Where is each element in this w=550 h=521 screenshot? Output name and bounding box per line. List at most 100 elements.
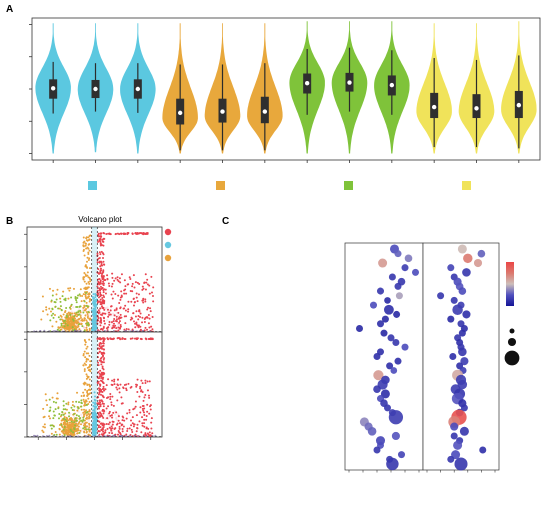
volcano-point [111,395,114,398]
volcano-point [114,277,117,280]
volcano-point [57,326,60,329]
volcano-point [139,328,142,331]
volcano-point [146,283,149,286]
volcano-point [106,337,109,340]
volcano-point [52,410,55,413]
volcano-point [73,312,76,315]
volcano-point [76,429,79,432]
volcano-point [82,326,86,329]
volcano-point [62,428,65,431]
volcano-point [83,426,86,429]
volcano-point [82,293,85,296]
volcano-point [97,402,100,405]
volcano-point [118,320,121,323]
volcano-point [107,405,110,408]
volcano-point [85,373,88,376]
volcano-point [84,293,87,296]
volcano-point [85,428,88,431]
bubble-point [411,268,420,276]
volcano-point [127,382,130,385]
volcano-point [144,381,147,384]
volcano-point [68,411,71,414]
volcano-point [145,337,148,340]
volcano-point [77,422,80,425]
volcano-point [87,286,90,289]
volcano-point [86,394,89,397]
volcano-point [72,321,75,324]
volcano-point [77,318,80,321]
volcano-point [64,309,67,312]
volcano-point [99,379,102,382]
volcano-point [88,354,91,357]
volcano-point [89,298,92,301]
volcano-point [41,429,44,432]
volcano-point [99,403,102,406]
volcano-point [62,404,65,407]
volcano-point [85,417,88,420]
volcano-point [111,312,115,315]
bubble-point [376,320,385,328]
volcano-point [65,408,68,411]
volcano-point [143,422,146,425]
volcano-point [142,297,145,300]
volcano-point [102,307,105,310]
volcano-point [100,263,103,266]
volcano-point [141,321,144,324]
bubble-point [395,292,403,300]
volcano-point [103,319,106,322]
volcano-point [56,397,59,400]
volcano-point [88,409,91,412]
volcano-point [74,297,77,300]
volcano-point [148,431,151,434]
volcano-point [85,304,88,307]
volcano-point [82,244,85,247]
volcano-point [136,378,139,381]
volcano-point [50,427,53,430]
volcano-point [144,300,147,303]
volcano-point [123,419,126,422]
volcano-point [106,274,109,277]
volcano-point [66,425,69,428]
volcano-point [102,282,105,285]
volcano-point [92,405,95,408]
volcano-point [123,233,126,236]
volcano-point [52,425,55,428]
volcano-point [70,430,73,433]
volcano-point [103,410,106,413]
volcano-point [97,434,100,437]
volcano-point [104,417,107,420]
volcano-point [84,356,87,359]
volcano-point [77,406,80,409]
volcano-point [150,427,153,430]
volcano-point [99,401,102,404]
volcano-point [92,315,95,318]
volcano-point [83,300,86,303]
volcano-point [65,423,68,426]
volcano-point [113,309,116,312]
volcano-point [141,288,144,291]
volcano-point [87,358,90,361]
volcano-point [85,360,88,363]
volcano-point [89,360,92,363]
volcano-point [81,325,84,328]
volcano-point [108,311,111,314]
volcano-point [54,408,57,411]
volcano-point [86,315,89,318]
volcano-point [50,314,53,317]
volcano-point [112,330,115,332]
bubble-point [376,287,385,295]
volcano-point [147,427,150,430]
volcano-point [125,383,128,386]
volcano-point [97,316,100,319]
volcano-point [71,404,74,407]
volcano-point [106,278,109,281]
volcano-point [58,433,61,436]
volcano-point [151,337,154,340]
volcano-point [53,313,56,316]
volcano-point [59,300,62,303]
volcano-point [135,292,138,295]
volcano-point [137,318,140,321]
volcano-point [72,319,75,322]
volcano-point [118,391,121,394]
volcano-point [138,420,141,423]
